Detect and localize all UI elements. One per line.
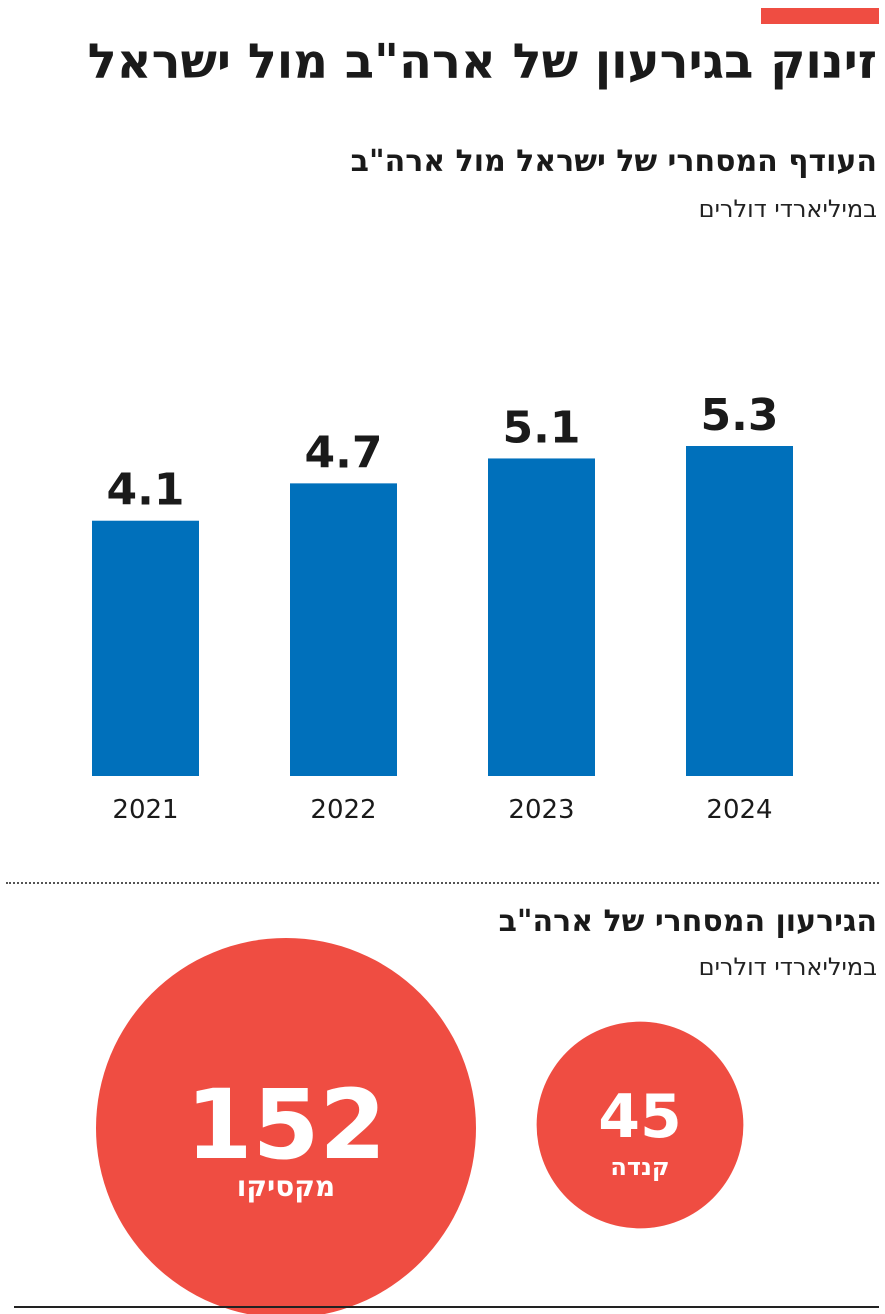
x-tick-label: 2021 bbox=[112, 795, 178, 825]
headline: זינוק בגירעון של ארה"ב מול ישראל bbox=[87, 34, 877, 90]
bar-chart: 4.1 2021 4.7 2022 5.1 2023 5.3 2024 bbox=[92, 390, 793, 825]
bar-value-label: 5.3 bbox=[701, 390, 779, 441]
section-divider bbox=[6, 882, 879, 884]
accent-bar bbox=[761, 8, 879, 24]
bar-2024 bbox=[686, 446, 793, 776]
x-tick-label: 2023 bbox=[508, 795, 574, 825]
bubble-country-label: מקסיקו bbox=[237, 1170, 335, 1203]
x-tick-label: 2022 bbox=[310, 795, 376, 825]
bottom-rule bbox=[14, 1306, 879, 1308]
bar-value-label: 5.1 bbox=[503, 402, 581, 453]
bar-2022 bbox=[290, 483, 397, 776]
bubble-chart-unit: במיליארדי דולרים bbox=[698, 953, 877, 981]
bubble-country-label: קנדה bbox=[610, 1153, 669, 1181]
x-tick-label: 2024 bbox=[706, 795, 772, 825]
bar-value-label: 4.1 bbox=[107, 465, 185, 516]
bubble-mexico bbox=[96, 938, 476, 1314]
bubble-canada bbox=[536, 1021, 744, 1229]
bar-value-label: 4.7 bbox=[305, 427, 383, 478]
bar-chart-title: העודף המסחרי של ישראל מול ארה"ב bbox=[350, 144, 877, 179]
bubble-value: 45 bbox=[598, 1082, 682, 1152]
bar-chart-unit: במיליארדי דולרים bbox=[698, 195, 877, 223]
bubble-value: 152 bbox=[186, 1069, 386, 1181]
bubble-chart-title: הגירעון המסחרי של ארה"ב bbox=[498, 904, 877, 939]
bar-2021 bbox=[92, 520, 199, 776]
bar-2023 bbox=[488, 458, 595, 776]
